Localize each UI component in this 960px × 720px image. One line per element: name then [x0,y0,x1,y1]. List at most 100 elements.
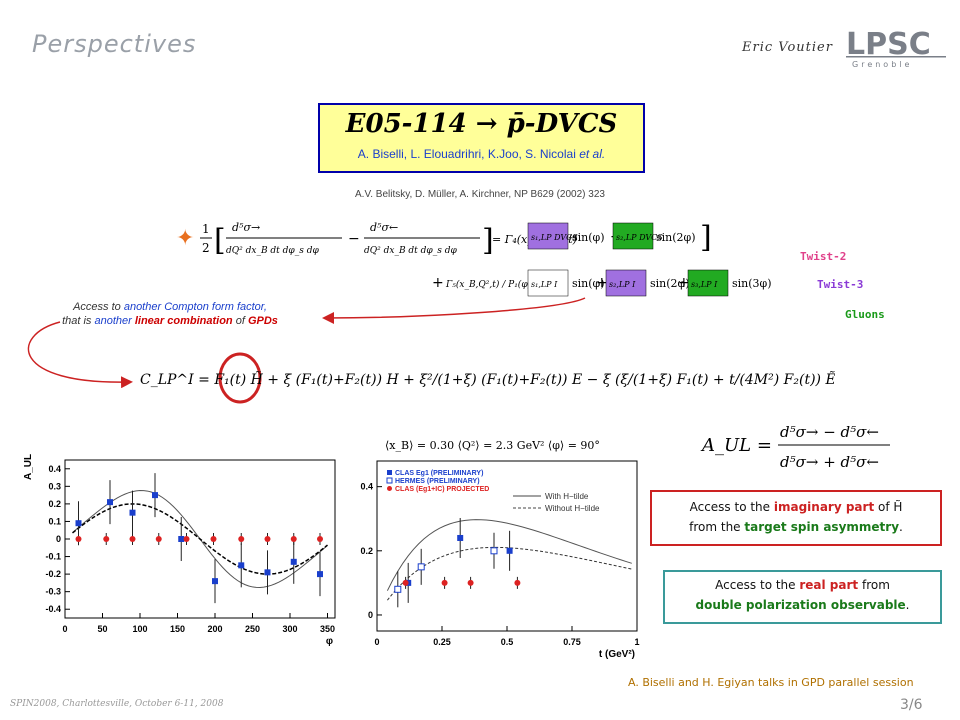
conference-footer: SPIN2008, Charlottesville, October 6-11,… [10,699,224,709]
gluon-box [612,222,654,250]
clp-formula: C_LP^I = F₁(t) H̃ + ξ (F₁(t)+F₂(t)) H + … [140,352,835,404]
data-point [129,509,136,516]
data-point [107,499,113,506]
legend-marker [387,470,392,475]
curve-legend-label: Without H−tilde [545,504,600,513]
x-tick-label: 1 [634,637,639,647]
data-point [238,562,245,569]
x-tick-label: 150 [170,624,185,634]
h-tilde-circle [218,352,262,404]
page-title: Perspectives [32,30,197,58]
data-point [317,536,323,542]
y-tick-label: 0.3 [48,481,61,491]
logo-subtitle: Grenoble [852,60,912,69]
data-point [290,558,297,565]
arrow-to-formula [27,321,133,389]
svg-text:C_LP^I = F₁(t) H̃ + ξ (F₁(t)+F: C_LP^I = F₁(t) H̃ + ξ (F₁(t)+F₂(t)) H + … [140,370,835,388]
legend-label: HERMES (PRELIMINARY) [395,478,480,485]
data-point [417,563,425,571]
svg-text:+: + [678,275,690,291]
x-tick-label: 350 [320,624,335,634]
data-point [75,536,82,542]
data-point [394,585,402,593]
gluons-label: Gluons [845,308,885,321]
plot-frame [376,460,638,632]
svg-text:s₃,LP I: s₃,LP I [691,280,718,289]
curve-legend-label: With H−tilde [545,492,589,501]
y-tick-label: 0.4 [48,464,61,474]
x-tick-label: 300 [282,624,297,634]
compton-form-factor-note: Access to another Compton form factor, t… [62,301,278,327]
svg-text:]: ] [482,223,494,258]
data-point [103,536,110,542]
data-point [402,579,409,586]
x-axis-label: φ [326,636,333,647]
svg-text:sin(2φ): sin(2φ) [650,277,690,290]
x-tick-label: 50 [97,624,107,634]
curve-dashed [72,503,328,575]
svg-text:sin(3φ): sin(3φ) [732,277,772,290]
svg-text:1: 1 [202,222,210,236]
svg-text:sin(2φ): sin(2φ) [656,231,696,244]
y-tick-label: 0 [56,534,61,544]
svg-text:s₁,LP I: s₁,LP I [531,280,558,289]
data-point [210,536,217,542]
x-tick-label: 0.25 [433,637,451,647]
lpsc-logo: LPSC Grenoble [846,27,946,69]
data-point [152,492,158,499]
x-tick-label: 0 [374,637,379,647]
x-tick-label: 0.5 [501,637,514,647]
asymmetry-formula: ✦ 1 2 [ d⁵σ→ dQ² dx_B dt dφ_s dφ − d⁵σ← … [176,220,772,297]
legend-label: CLAS (Eg1+IC) PROJECTED [395,486,489,493]
data-point [183,536,190,542]
data-point [212,578,218,585]
x-tick-label: 0.75 [563,637,581,647]
svg-text:d⁵σ→: d⁵σ→ [232,221,260,234]
data-point [238,536,245,542]
svg-text:−: − [348,231,360,247]
y-tick-label: -0.4 [45,604,61,614]
y-tick-label: 0.2 [48,499,61,509]
twist3-box [527,222,569,250]
y-tick-label: 0 [368,610,373,620]
svg-text:d⁵σ→ − d⁵σ←: d⁵σ→ − d⁵σ← [780,423,879,441]
real-part-box: Access to the real part from double pola… [663,570,942,624]
x-tick-label: 100 [132,624,147,634]
curve-with-htilde [386,519,632,591]
experiment-authors: A. Biselli, L. Elouadrihri, K.Joo, S. Ni… [357,147,606,161]
svg-text:A_UL =: A_UL = [700,435,772,456]
twist2-box [527,269,569,297]
legend-marker [387,486,392,491]
imaginary-part-box: Access to the imaginary part of H̃ from … [650,490,942,546]
svg-text:[: [ [214,223,226,258]
page-number: 3/6 [900,697,923,713]
data-point [506,547,513,554]
svg-text:d⁵σ→ + d⁵σ←: d⁵σ→ + d⁵σ← [780,453,879,471]
reference-citation: A.V. Belitsky, D. Müller, A. Kirchner, N… [355,189,605,200]
data-point [441,579,448,586]
data-point [264,536,271,542]
data-point [467,579,474,586]
y-tick-label: -0.1 [45,552,61,562]
twist3-label: Twist-3 [817,278,864,291]
legend-marker [386,477,393,484]
data-point [490,547,498,555]
data-point [155,536,162,542]
legend-label: CLAS Eg1 (PRELIMINARY) [395,470,483,477]
svg-text:d⁵σ←: d⁵σ← [370,221,398,234]
svg-text:s₂,LP I: s₂,LP I [609,280,636,289]
data-point [514,579,521,586]
y-tick-label: 0.1 [48,516,61,526]
svg-text:dQ² dx_B dt dφ_s dφ: dQ² dx_B dt dφ_s dφ [364,246,457,256]
y-tick-label: 0.4 [360,482,373,492]
svg-text:⟨x_B⟩ = 0.30 ⟨Q²⟩ = 2.3 GeV²: ⟨x_B⟩ = 0.30 ⟨Q²⟩ = 2.3 GeV² ⟨φ⟩ = 90° [385,439,600,452]
svg-text:sin(φ): sin(φ) [572,231,605,244]
y-axis-label: A_UL [23,454,34,480]
chart-t-asymmetry: 0 0.25 0.5 0.75 1 0 0.2 0.4 A_ULt (GeV²) CLAS Eg1… [345,455,640,660]
chart-phi-asymmetry: 0 50 100 150 200 250 300 350 -0.4 -0.3 -0.2 -0.1 0 0.… [23,454,336,647]
curve-without-htilde [387,546,632,601]
aul-formula: A_UL = d⁵σ→ − d⁵σ← d⁵σ→ + d⁵σ← [700,423,890,471]
parallel-session-note: A. Biselli and H. Egiyan talks in GPD pa… [628,676,914,689]
svg-text:+: + [596,275,608,291]
